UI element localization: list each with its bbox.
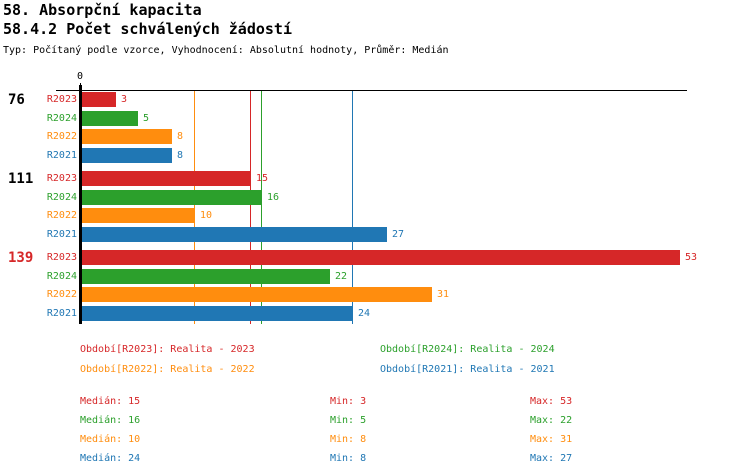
bar-r2023-139 (82, 250, 680, 265)
stat-median-r2024: Medián: 16 (80, 415, 141, 426)
report-title: 58. Absorpční kapacita (3, 1, 202, 19)
stat-max-r2022: Max: 31 (530, 434, 573, 445)
stat-min-r2021: Min: 8 (330, 453, 367, 464)
x-axis-zero-label: 0 (76, 71, 84, 82)
stat-min-r2022: Min: 8 (330, 434, 367, 445)
stat-min-r2023: Min: 3 (330, 396, 367, 407)
bar-r2024-76 (82, 111, 138, 126)
bar-row-label-r2022-139: R2022 (46, 289, 77, 300)
bar-row-label-r2023-139: R2023 (46, 252, 77, 263)
median-line-r2021 (352, 91, 353, 324)
stat-max-r2024: Max: 22 (530, 415, 573, 426)
bar-r2023-76 (82, 92, 116, 107)
bar-value-r2022-76: 8 (177, 131, 184, 142)
bar-value-r2023-139: 53 (685, 252, 698, 263)
group-label-76: 76 (8, 92, 25, 108)
median-line-r2022 (194, 91, 195, 324)
bar-value-r2024-111: 16 (267, 192, 280, 203)
bar-row-label-r2024-139: R2024 (46, 271, 77, 282)
bar-value-r2024-139: 22 (335, 271, 348, 282)
bar-value-r2022-139: 31 (437, 289, 450, 300)
legend-item-r2022: Období[R2022]: Realita - 2022 (80, 364, 255, 375)
group-label-111: 111 (8, 171, 34, 187)
bar-row-label-r2023-111: R2023 (46, 173, 77, 184)
legend-item-r2021: Období[R2021]: Realita - 2021 (380, 364, 555, 375)
legend-item-r2023: Období[R2023]: Realita - 2023 (80, 344, 255, 355)
stat-median-r2021: Medián: 24 (80, 453, 141, 464)
bar-r2022-76 (82, 129, 172, 144)
bar-row-label-r2024-76: R2024 (46, 113, 77, 124)
median-line-r2024 (261, 91, 262, 324)
bar-value-r2022-111: 10 (200, 210, 213, 221)
bar-r2023-111 (82, 171, 251, 186)
bar-row-label-r2021-139: R2021 (46, 308, 77, 319)
bar-row-label-r2024-111: R2024 (46, 192, 77, 203)
stat-median-r2023: Medián: 15 (80, 396, 141, 407)
bar-value-r2023-76: 3 (121, 94, 128, 105)
bar-r2022-111 (82, 208, 195, 223)
stat-min-r2024: Min: 5 (330, 415, 367, 426)
bar-value-r2021-111: 27 (392, 229, 405, 240)
stat-median-r2022: Medián: 10 (80, 434, 141, 445)
stat-max-r2021: Max: 27 (530, 453, 573, 464)
median-line-r2023 (250, 91, 251, 324)
group-label-139: 139 (8, 250, 34, 266)
y-axis-line (79, 85, 82, 324)
bar-r2021-111 (82, 227, 387, 242)
chart-type-line: Typ: Počítaný podle vzorce, Vyhodnocení:… (3, 45, 449, 56)
bar-value-r2024-76: 5 (143, 113, 150, 124)
x-axis-line (56, 90, 687, 91)
bar-row-label-r2023-76: R2023 (46, 94, 77, 105)
bar-r2022-139 (82, 287, 432, 302)
bar-row-label-r2021-111: R2021 (46, 229, 77, 240)
bar-row-label-r2022-76: R2022 (46, 131, 77, 142)
bar-value-r2021-76: 8 (177, 150, 184, 161)
bar-row-label-r2022-111: R2022 (46, 210, 77, 221)
bar-value-r2021-139: 24 (358, 308, 371, 319)
bar-row-label-r2021-76: R2021 (46, 150, 77, 161)
bar-r2024-111 (82, 190, 262, 205)
bar-r2021-76 (82, 148, 172, 163)
bar-r2024-139 (82, 269, 330, 284)
bar-value-r2023-111: 15 (256, 173, 269, 184)
legend-item-r2024: Období[R2024]: Realita - 2024 (380, 344, 555, 355)
bar-r2021-139 (82, 306, 353, 321)
chart-title: 58.4.2 Počet schválených žádostí (3, 20, 292, 38)
stat-max-r2023: Max: 53 (530, 396, 573, 407)
